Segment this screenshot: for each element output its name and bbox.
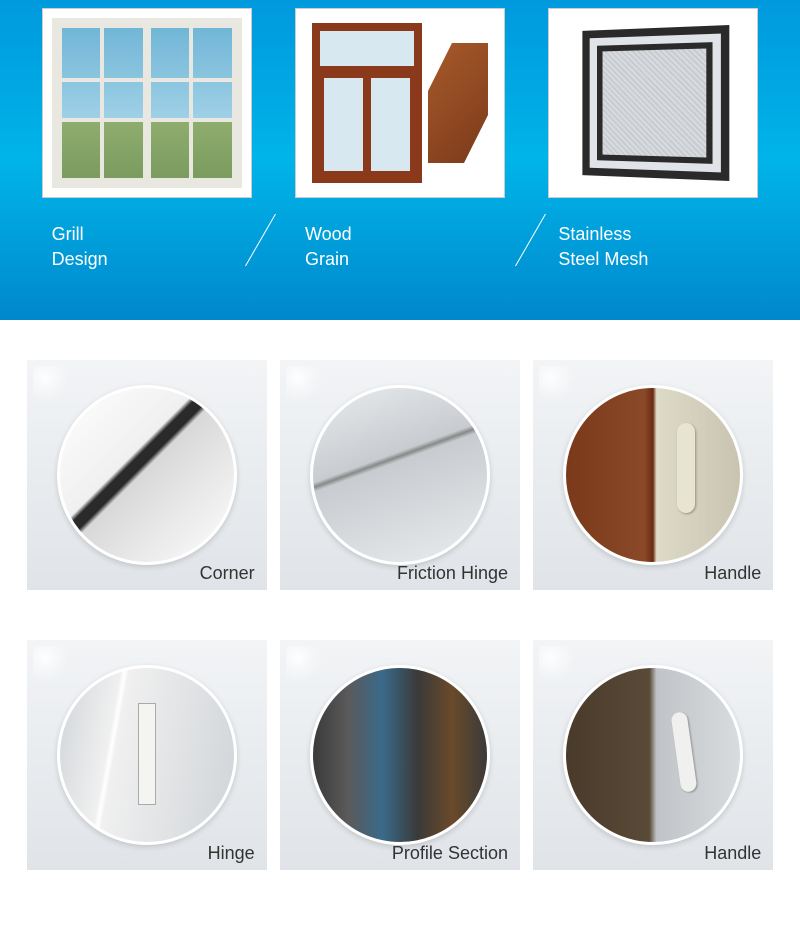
label-line1: Grill <box>52 224 84 244</box>
lens-flare-icon <box>539 646 579 686</box>
grid-label: Corner <box>200 563 255 584</box>
lens-flare-icon <box>33 366 73 406</box>
top-label-grill: Grill Design <box>52 222 108 272</box>
top-row: Grill Design Wood Grain <box>0 8 800 272</box>
product-image-wood <box>295 8 505 198</box>
label-line2: Design <box>52 249 108 269</box>
grid-label: Hinge <box>208 843 255 864</box>
grid-cell-handle-1: Handle <box>533 360 773 590</box>
grid-cell-corner: Corner <box>27 360 267 590</box>
detail-grid: Corner Friction Hinge Handle Hinge Profi… <box>0 320 800 940</box>
grid-row-2: Hinge Profile Section Handle <box>0 640 800 870</box>
detail-circle-profile-section <box>310 665 490 845</box>
steel-window-graphic <box>558 18 748 188</box>
product-image-steel <box>548 8 758 198</box>
grid-row-1: Corner Friction Hinge Handle <box>0 360 800 590</box>
grid-cell-hinge: Hinge <box>27 640 267 870</box>
detail-circle-handle <box>563 385 743 565</box>
top-banner: Grill Design Wood Grain <box>0 0 800 320</box>
product-image-grill <box>42 8 252 198</box>
grid-label: Handle <box>704 563 761 584</box>
lens-flare-icon <box>286 646 326 686</box>
grid-label: Handle <box>704 843 761 864</box>
detail-circle-hinge <box>57 665 237 845</box>
top-label-steel: Stainless Steel Mesh <box>558 222 648 272</box>
detail-circle-handle <box>563 665 743 845</box>
detail-circle-friction-hinge <box>310 385 490 565</box>
label-line1: Stainless <box>558 224 631 244</box>
grid-label: Friction Hinge <box>397 563 508 584</box>
top-label-wood: Wood Grain <box>305 222 352 272</box>
top-item-steel: Stainless Steel Mesh <box>548 8 758 272</box>
grid-cell-handle-2: Handle <box>533 640 773 870</box>
grill-window-graphic <box>52 18 242 188</box>
lens-flare-icon <box>33 646 73 686</box>
lens-flare-icon <box>539 366 579 406</box>
grid-cell-friction-hinge: Friction Hinge <box>280 360 520 590</box>
top-item-wood: Wood Grain <box>295 8 505 272</box>
label-line2: Steel Mesh <box>558 249 648 269</box>
lens-flare-icon <box>286 366 326 406</box>
wood-window-graphic <box>305 18 495 188</box>
label-line1: Wood <box>305 224 352 244</box>
grid-label: Profile Section <box>392 843 508 864</box>
label-line2: Grain <box>305 249 349 269</box>
detail-circle-corner <box>57 385 237 565</box>
top-item-grill: Grill Design <box>42 8 252 272</box>
grid-cell-profile-section: Profile Section <box>280 640 520 870</box>
